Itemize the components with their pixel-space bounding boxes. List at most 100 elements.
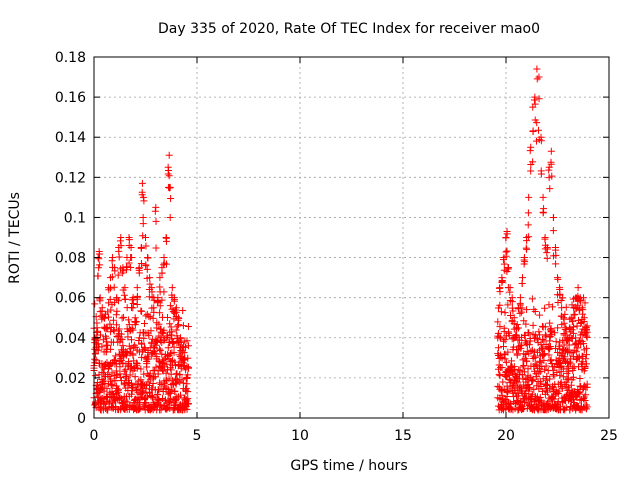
data-point	[115, 297, 123, 305]
data-point	[121, 295, 129, 303]
data-point	[571, 341, 579, 349]
data-point	[166, 320, 174, 328]
data-point	[107, 381, 115, 389]
data-point	[183, 405, 191, 413]
data-point	[135, 398, 143, 406]
data-point	[140, 319, 148, 327]
data-point	[177, 338, 185, 346]
data-point	[518, 341, 526, 349]
data-point	[158, 366, 166, 374]
data-point	[539, 193, 547, 201]
data-point	[516, 309, 524, 317]
data-point	[502, 234, 510, 242]
data-point	[533, 393, 541, 401]
data-point	[536, 367, 544, 375]
data-point	[125, 358, 133, 366]
data-point	[143, 381, 151, 389]
data-point	[152, 336, 160, 344]
data-point	[139, 220, 147, 228]
data-point	[569, 367, 577, 375]
data-point	[116, 237, 124, 245]
y-tick-label: 0.02	[55, 371, 86, 387]
data-point	[548, 359, 556, 367]
data-point	[91, 335, 99, 343]
data-point	[538, 363, 546, 371]
data-point	[513, 320, 521, 328]
data-point	[184, 400, 192, 408]
data-point	[133, 284, 141, 292]
data-point	[165, 375, 173, 383]
data-point	[155, 320, 163, 328]
data-point	[539, 208, 547, 216]
data-point	[515, 366, 523, 374]
data-point	[552, 246, 560, 254]
data-point	[568, 315, 576, 323]
data-point	[176, 371, 184, 379]
data-point	[494, 329, 502, 337]
data-point	[538, 387, 546, 395]
data-point	[106, 295, 114, 303]
data-point	[174, 316, 182, 324]
data-point	[129, 384, 137, 392]
data-point	[533, 335, 541, 343]
data-point	[110, 299, 118, 307]
data-point	[128, 325, 136, 333]
data-point	[525, 380, 533, 388]
data-point	[564, 374, 572, 382]
data-point	[562, 404, 570, 412]
data-point	[136, 404, 144, 412]
data-point	[172, 326, 180, 334]
data-point	[527, 347, 535, 355]
data-point	[546, 343, 554, 351]
data-point	[125, 259, 133, 267]
data-point	[553, 368, 561, 376]
data-point	[178, 349, 186, 357]
data-point	[176, 335, 184, 343]
data-point	[142, 261, 150, 269]
data-point	[145, 312, 153, 320]
data-point	[142, 312, 150, 320]
data-point	[107, 377, 115, 385]
y-axis-ticks: 0 0.02 0.04 0.06 0.08 0.1 0.12 0.14 0.16 0.18	[55, 50, 609, 427]
data-point	[163, 405, 171, 413]
data-point	[150, 308, 158, 316]
data-point	[107, 284, 115, 292]
data-point	[167, 399, 175, 407]
data-point	[504, 366, 512, 374]
data-point	[104, 406, 112, 414]
data-point	[129, 326, 137, 334]
data-point	[497, 353, 505, 361]
data-point	[570, 323, 578, 331]
data-point	[517, 344, 525, 352]
data-point	[156, 274, 164, 282]
data-point	[184, 342, 192, 350]
data-point	[166, 389, 174, 397]
data-point	[121, 284, 129, 292]
data-point	[575, 389, 583, 397]
data-point	[143, 265, 151, 273]
data-point	[148, 393, 156, 401]
data-point	[135, 405, 143, 413]
data-point	[127, 264, 135, 271]
data-point	[550, 395, 558, 403]
data-point	[510, 365, 518, 373]
data-point	[115, 253, 123, 261]
data-point	[160, 326, 168, 334]
data-point	[108, 273, 116, 281]
data-point	[554, 275, 562, 283]
data-point	[94, 327, 102, 335]
data-point	[109, 326, 117, 334]
y-tick-label: 0.12	[55, 170, 86, 186]
data-point	[103, 338, 111, 346]
data-point	[149, 314, 157, 322]
data-point	[533, 361, 541, 369]
data-point	[528, 295, 536, 303]
data-point	[527, 167, 535, 175]
data-point	[96, 261, 104, 269]
data-point	[572, 334, 580, 342]
data-point	[155, 386, 163, 394]
data-point	[571, 310, 579, 318]
data-point	[547, 158, 555, 166]
data-point	[546, 375, 554, 383]
